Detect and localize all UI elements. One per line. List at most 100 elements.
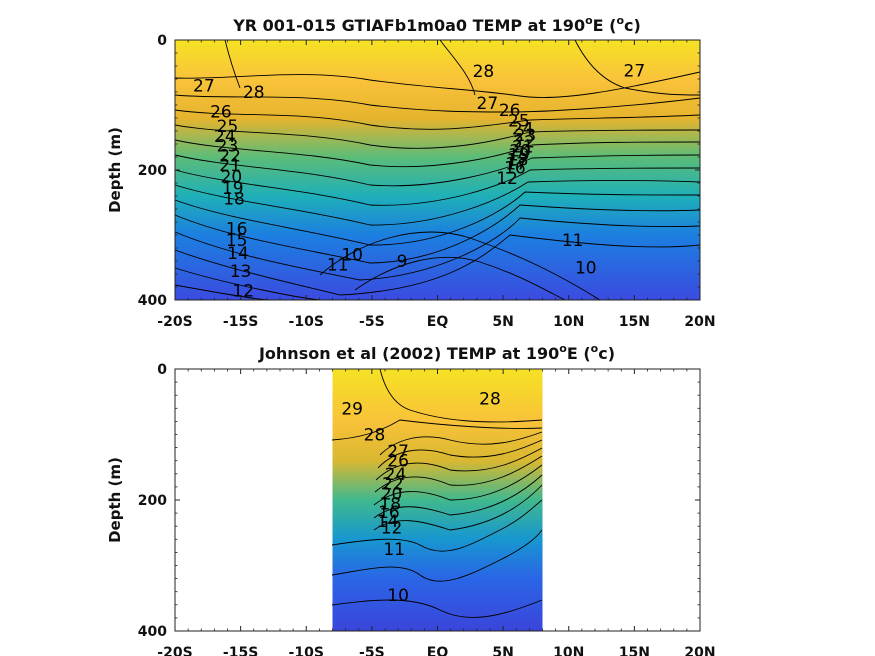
- contour-label: 11: [562, 231, 584, 251]
- contour-line: [331, 529, 543, 582]
- contour-label: 12: [496, 169, 518, 189]
- contour-label: 26: [210, 103, 232, 123]
- y-axis-label-1: Depth (m): [106, 127, 124, 213]
- y-tick-label: 0: [157, 362, 167, 378]
- y-axis-2: 0 200 400: [138, 362, 700, 640]
- x-tick-label: EQ: [427, 645, 449, 656]
- contour-label: 28: [479, 389, 501, 409]
- contour-label: 23: [217, 136, 239, 156]
- contour-label: 25: [508, 112, 530, 132]
- x-tick-label: -20S: [157, 314, 192, 330]
- contour-label: 18: [223, 190, 245, 210]
- contour-line: [331, 599, 543, 618]
- chart-panel-2: Johnson et al (2002) TEMP at 190oE (oc) …: [106, 342, 716, 656]
- x-axis-1: -20S -15S -10S -5S EQ 5N 10N 15N 20N: [157, 40, 716, 330]
- contour-label: 18: [379, 494, 401, 514]
- chart-title-1-main: YR 001-015 GTIAFb1m0a0 TEMP at 190: [232, 16, 585, 35]
- contour-label: 19: [508, 145, 530, 165]
- chart-title-2-unit: c): [598, 344, 615, 363]
- chart-title-2-degree-sup: o: [559, 342, 567, 355]
- contour-label: 12: [381, 519, 403, 539]
- contour-label: 22: [382, 475, 404, 495]
- y-tick-label: 0: [157, 33, 167, 49]
- x-tick-label: 10N: [553, 645, 584, 656]
- x-tick-label: 20N: [684, 645, 715, 656]
- contour-label: 21: [219, 156, 241, 176]
- contour-line: [379, 431, 543, 456]
- contour-line: [174, 180, 701, 226]
- contour-label: 26: [499, 101, 521, 121]
- x-tick-label: -10S: [289, 645, 324, 656]
- chart-title-1: YR 001-015 GTIAFb1m0a0 TEMP at 190oE (oc…: [232, 14, 641, 35]
- contour-line: [374, 455, 543, 493]
- contour-label: 10: [575, 259, 597, 279]
- contour-label: 22: [219, 147, 241, 167]
- contour-line: [331, 499, 543, 552]
- y-tick-label: 200: [138, 493, 167, 509]
- contour-label: 14: [227, 244, 249, 264]
- contour-line: [354, 256, 566, 301]
- contour-label: 24: [385, 465, 407, 485]
- contour-lines-2: [331, 368, 543, 618]
- contour-label: 25: [217, 117, 239, 137]
- chart-title-1-degree-sup: o: [585, 14, 593, 27]
- chart-title-1-tail: E (: [593, 16, 617, 35]
- contour-label: 16: [504, 158, 526, 178]
- x-tick-label: 15N: [619, 314, 650, 330]
- contour-label: 17: [505, 155, 527, 175]
- chart-title-2-unit-sup: o: [591, 342, 599, 355]
- contour-label: 20: [381, 484, 403, 504]
- contour-line: [174, 124, 701, 149]
- chart-title-2: Johnson et al (2002) TEMP at 190oE (oc): [258, 342, 615, 363]
- contour-label: 28: [243, 83, 265, 103]
- chart-title-2-tail: E (: [567, 344, 591, 363]
- contour-line: [174, 234, 701, 296]
- contour-line: [224, 39, 241, 89]
- contour-label: 24: [214, 127, 236, 147]
- contour-line: [439, 39, 476, 96]
- y-tick-label: 200: [138, 163, 167, 179]
- contour-label: 10: [387, 586, 409, 606]
- contour-line: [174, 204, 701, 264]
- contour-line: [174, 267, 321, 301]
- x-tick-label: 20N: [684, 314, 715, 330]
- contour-label: 23: [515, 126, 537, 146]
- contour-label: 27: [624, 62, 646, 82]
- y-axis-1: 0 200 400: [138, 33, 700, 309]
- contour-label: 27: [477, 94, 499, 114]
- contour-label: 28: [473, 62, 495, 82]
- contour-line: [174, 191, 701, 246]
- contour-line: [373, 484, 543, 531]
- y-tick-label: 400: [138, 293, 167, 309]
- contour-line: [373, 464, 543, 506]
- contour-line: [319, 231, 601, 301]
- y-axis-label-2: Depth (m): [106, 457, 124, 543]
- contour-label: 15: [226, 231, 248, 251]
- contour-label: 11: [327, 255, 349, 275]
- chart-title-1-unit-sup: o: [616, 14, 624, 27]
- contour-label: 18: [507, 151, 529, 171]
- chart-title-2-main: Johnson et al (2002) TEMP at 190: [258, 344, 559, 363]
- x-tick-label: -15S: [223, 645, 258, 656]
- contour-line: [373, 474, 543, 519]
- contour-line: [174, 94, 701, 113]
- contour-line: [331, 419, 543, 441]
- x-tick-label: -5S: [359, 314, 385, 330]
- x-tick-label: -10S: [289, 314, 324, 330]
- contour-line: [377, 439, 543, 469]
- contour-label: 16: [378, 503, 400, 523]
- contour-label: 11: [383, 540, 405, 560]
- x-tick-label: 5N: [492, 645, 513, 656]
- contour-line: [574, 39, 701, 96]
- contour-label: 21: [512, 138, 534, 158]
- contour-label: 26: [387, 452, 409, 472]
- contour-label: 22: [513, 132, 535, 152]
- x-tick-label: -5S: [359, 645, 385, 656]
- contour-label: 12: [232, 281, 254, 301]
- contour-label: 16: [226, 220, 248, 240]
- contour-line: [174, 109, 701, 130]
- contour-label: 19: [222, 179, 244, 199]
